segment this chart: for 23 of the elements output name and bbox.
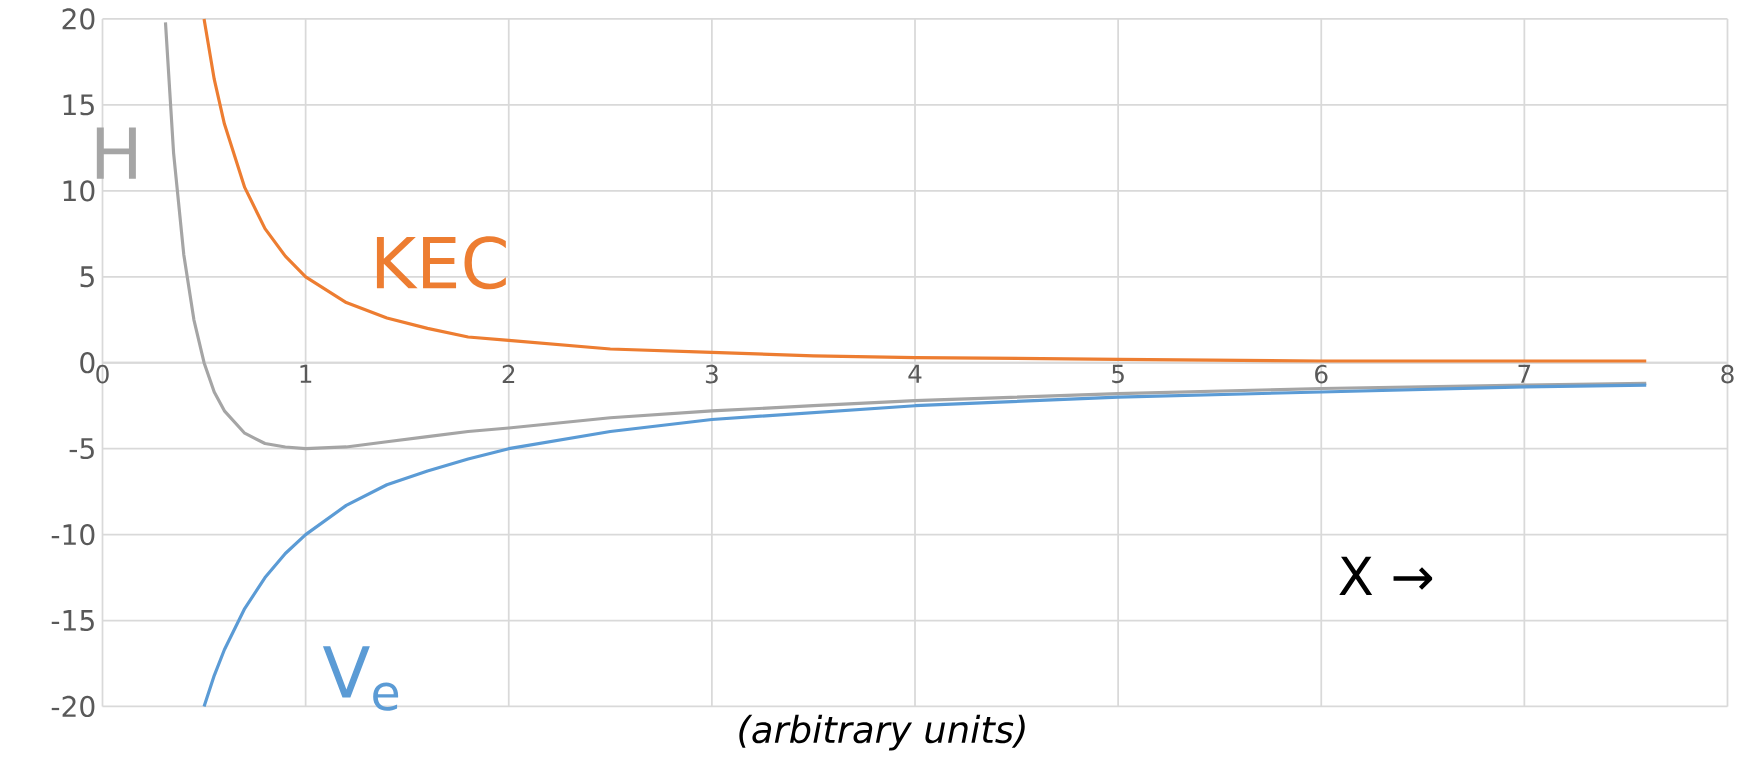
y-tick-label: 5 bbox=[80, 266, 94, 288]
series-label: KEC bbox=[376, 236, 506, 290]
series-label: H bbox=[96, 127, 136, 179]
x-tick-label: 3 bbox=[705, 364, 718, 384]
line-series bbox=[163, 20, 1648, 451]
y-tick-label: -20 bbox=[51, 695, 95, 718]
x-axis-title: X → bbox=[1339, 556, 1433, 596]
x-tick-label: 7 bbox=[1518, 364, 1531, 383]
x-tick-label: 4 bbox=[908, 364, 922, 383]
y-tick-label: 15 bbox=[63, 94, 94, 116]
text: (arbitrary units) bbox=[739, 714, 1025, 751]
y-tick-label: 10 bbox=[63, 180, 95, 202]
y-tick-label: -5 bbox=[69, 438, 94, 460]
x-tick-label: 6 bbox=[1315, 364, 1328, 384]
x-tick-label: 2 bbox=[502, 364, 515, 384]
x-tick-label: 5 bbox=[1112, 364, 1124, 384]
y-tick-label: 20 bbox=[62, 8, 95, 30]
x-tick-label: 1 bbox=[300, 364, 312, 383]
x-tick-label: 8 bbox=[1721, 364, 1734, 384]
y-tick-label: -10 bbox=[51, 523, 95, 546]
series-label: V$_{e}$ bbox=[322, 646, 399, 711]
y-tick-label: -15 bbox=[51, 610, 94, 631]
x-tick-label: 0 bbox=[96, 364, 109, 384]
